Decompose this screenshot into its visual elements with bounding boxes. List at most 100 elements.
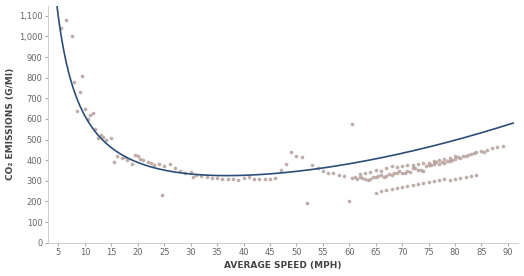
Point <box>398 164 406 169</box>
Point <box>329 170 337 175</box>
Point <box>189 174 198 179</box>
Point <box>409 183 417 187</box>
Point <box>276 167 285 172</box>
Point <box>208 176 216 180</box>
Point <box>414 167 422 172</box>
Point <box>107 135 115 140</box>
Point <box>366 177 375 181</box>
Point <box>260 177 269 181</box>
Point <box>470 151 478 155</box>
Point <box>165 162 173 166</box>
Point <box>147 161 155 166</box>
Point <box>498 144 507 148</box>
Point <box>102 137 110 142</box>
Point <box>348 176 356 180</box>
Point <box>131 153 139 157</box>
Point <box>303 200 311 205</box>
Point <box>113 154 121 158</box>
Point <box>78 73 86 78</box>
Point <box>155 162 163 166</box>
Point <box>424 161 433 166</box>
Point <box>187 169 195 174</box>
Point <box>409 166 417 171</box>
Point <box>298 155 306 159</box>
Point <box>372 191 380 195</box>
Point <box>255 177 264 181</box>
Point <box>424 180 433 184</box>
Point <box>406 169 414 174</box>
Point <box>83 117 92 121</box>
Point <box>136 157 145 161</box>
Point <box>123 158 132 163</box>
Point <box>197 174 205 178</box>
Point <box>387 164 396 169</box>
Point <box>430 159 438 163</box>
Point <box>462 154 470 158</box>
Point <box>73 108 81 113</box>
Point <box>456 176 464 180</box>
Point <box>483 148 491 152</box>
Point <box>435 178 443 182</box>
Point <box>451 157 459 161</box>
Point <box>374 174 383 178</box>
Point <box>398 185 406 189</box>
Point <box>403 163 412 168</box>
Point <box>377 168 385 173</box>
Point <box>424 163 433 168</box>
Point <box>377 189 385 193</box>
Point <box>382 174 390 178</box>
Point <box>57 26 66 30</box>
Point <box>62 18 71 22</box>
Point <box>213 176 221 180</box>
Point <box>91 127 100 131</box>
Point <box>340 174 348 178</box>
Point <box>70 80 79 84</box>
Point <box>400 170 409 175</box>
Point <box>451 177 459 181</box>
Point <box>392 165 401 170</box>
Point <box>456 156 464 160</box>
Point <box>250 177 258 181</box>
Point <box>453 155 462 159</box>
Point <box>366 169 375 174</box>
Point <box>192 172 200 177</box>
Point <box>387 187 396 191</box>
Point <box>364 178 372 182</box>
Point <box>218 177 226 181</box>
Point <box>281 162 290 166</box>
Point <box>488 146 496 150</box>
Point <box>392 186 401 190</box>
Point <box>157 193 166 198</box>
Point <box>356 174 364 179</box>
Point <box>445 178 454 182</box>
Point <box>403 168 412 173</box>
Point <box>75 90 84 94</box>
Point <box>121 155 129 159</box>
Point <box>223 177 232 181</box>
Point <box>480 150 488 154</box>
Point <box>361 177 369 181</box>
Point <box>422 164 430 169</box>
Point <box>377 172 385 177</box>
Point <box>477 149 486 153</box>
Point <box>432 160 441 164</box>
Point <box>181 170 190 175</box>
Point <box>398 170 406 175</box>
Point <box>68 34 76 39</box>
Point <box>202 174 211 179</box>
Point <box>458 154 467 158</box>
Point <box>417 167 425 172</box>
Point <box>110 160 118 164</box>
Point <box>118 156 126 160</box>
Point <box>144 160 152 164</box>
X-axis label: AVERAGE SPEED (MPH): AVERAGE SPEED (MPH) <box>224 261 342 270</box>
Point <box>419 181 428 185</box>
Point <box>94 135 102 140</box>
Point <box>443 159 451 163</box>
Point <box>353 177 362 181</box>
Point <box>382 188 390 192</box>
Point <box>435 162 443 166</box>
Point <box>99 134 107 139</box>
Point <box>334 172 343 177</box>
Point <box>266 177 274 181</box>
